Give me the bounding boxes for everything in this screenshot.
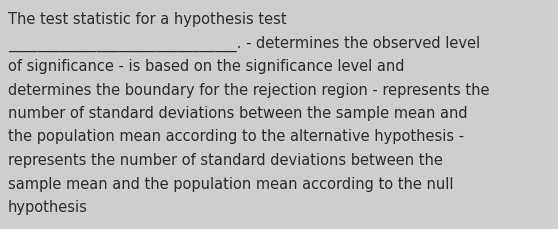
Text: sample mean and the population mean according to the null: sample mean and the population mean acco… [8, 176, 454, 191]
Text: determines the boundary for the rejection region - represents the: determines the boundary for the rejectio… [8, 82, 489, 97]
Text: the population mean according to the alternative hypothesis -: the population mean according to the alt… [8, 129, 464, 144]
Text: represents the number of standard deviations between the: represents the number of standard deviat… [8, 152, 443, 167]
Text: The test statistic for a hypothesis test: The test statistic for a hypothesis test [8, 12, 287, 27]
Text: _______________________________. - determines the observed level: _______________________________. - deter… [8, 35, 480, 52]
Text: of significance - is based on the significance level and: of significance - is based on the signif… [8, 59, 405, 74]
Text: hypothesis: hypothesis [8, 199, 88, 214]
Text: number of standard deviations between the sample mean and: number of standard deviations between th… [8, 106, 468, 120]
